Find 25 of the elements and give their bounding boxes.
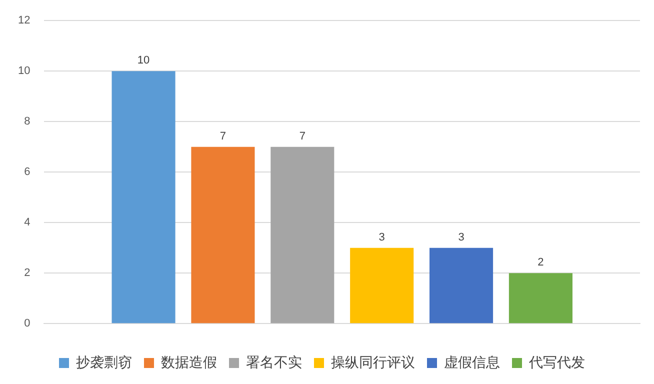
legend-label: 抄袭剽窃	[76, 354, 132, 370]
y-tick-label: 8	[24, 116, 30, 128]
bar	[270, 146, 334, 324]
y-tick-label: 0	[24, 318, 30, 330]
legend-label: 操纵同行评议	[331, 354, 415, 370]
data-label: 7	[299, 130, 306, 142]
legend-label: 署名不实	[246, 354, 302, 370]
y-tick-label: 4	[24, 216, 30, 229]
y-tick-label: 12	[18, 14, 30, 27]
bar	[429, 248, 494, 324]
data-label: 7	[220, 130, 226, 142]
y-tick-label: 6	[24, 166, 30, 178]
bar	[191, 146, 255, 324]
y-tick-label: 10	[18, 65, 30, 78]
y-tick-label: 2	[24, 267, 30, 280]
data-label: 3	[378, 231, 385, 244]
legend-label: 虚假信息	[444, 354, 500, 370]
data-label: 3	[458, 231, 464, 244]
data-label: 10	[137, 54, 150, 67]
bar	[508, 273, 572, 324]
legend-label: 数据造假	[161, 354, 217, 370]
legend-label: 代写代发	[528, 354, 585, 370]
bar	[350, 248, 414, 324]
bar	[112, 71, 176, 324]
data-label: 2	[538, 256, 544, 269]
